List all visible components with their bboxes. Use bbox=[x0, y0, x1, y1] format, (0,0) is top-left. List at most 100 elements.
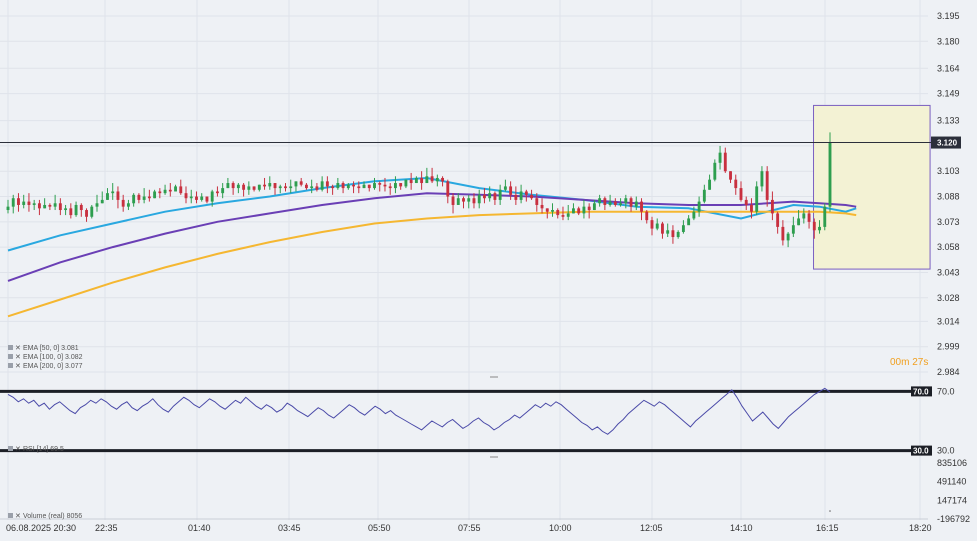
candle bbox=[608, 194, 612, 207]
close-icon[interactable]: ✕ bbox=[15, 363, 21, 370]
candle bbox=[32, 199, 36, 211]
candle-body bbox=[723, 152, 727, 172]
close-icon[interactable]: ✕ bbox=[15, 513, 21, 520]
candle-body bbox=[598, 198, 602, 204]
candle bbox=[278, 184, 282, 194]
candle-body bbox=[519, 191, 523, 200]
close-icon[interactable]: ✕ bbox=[15, 345, 21, 352]
close-icon[interactable]: ✕ bbox=[15, 446, 21, 453]
candle-body bbox=[27, 201, 31, 205]
legend-ema200[interactable]: ✕ EMA [200, 0] 3.077 bbox=[8, 363, 83, 370]
candle bbox=[179, 179, 183, 195]
candle bbox=[791, 216, 795, 238]
menu-icon[interactable] bbox=[8, 354, 13, 359]
volume-tick-label: 835106 bbox=[937, 458, 967, 468]
candle bbox=[74, 201, 78, 217]
price-tick-label: 3.088 bbox=[937, 192, 960, 202]
candle-body bbox=[498, 189, 502, 200]
ema-line-0 bbox=[7, 176, 857, 252]
candle-body bbox=[655, 223, 659, 229]
candle bbox=[336, 177, 340, 190]
candle bbox=[750, 198, 753, 219]
candle bbox=[90, 204, 94, 219]
candle bbox=[587, 203, 591, 219]
candle bbox=[802, 208, 806, 224]
candle bbox=[404, 179, 408, 189]
legend-ema100[interactable]: ✕ EMA [100, 0] 3.082 bbox=[8, 354, 83, 361]
candle bbox=[697, 196, 701, 217]
candle-body bbox=[556, 210, 560, 216]
selection-rectangle[interactable] bbox=[813, 104, 931, 270]
menu-icon[interactable] bbox=[8, 513, 13, 518]
candle-body bbox=[121, 199, 125, 207]
menu-icon[interactable] bbox=[8, 345, 13, 350]
candle bbox=[100, 191, 104, 204]
price-tick-label: 3.028 bbox=[937, 293, 960, 303]
candle bbox=[818, 220, 821, 234]
candle-body bbox=[284, 186, 287, 189]
candle bbox=[561, 206, 565, 221]
candle bbox=[671, 225, 675, 244]
candle bbox=[116, 186, 120, 209]
candle-body bbox=[252, 186, 256, 190]
candle bbox=[451, 193, 455, 214]
close-icon[interactable]: ✕ bbox=[15, 354, 21, 361]
menu-icon[interactable] bbox=[8, 446, 13, 451]
candle-body bbox=[435, 177, 439, 182]
candle bbox=[299, 177, 303, 187]
legend-label: EMA [50, 0] 3.081 bbox=[23, 345, 79, 352]
candle-body bbox=[137, 194, 141, 200]
candle bbox=[310, 179, 314, 194]
candle bbox=[257, 184, 261, 192]
highlight-box[interactable] bbox=[813, 104, 931, 270]
candle-body bbox=[58, 203, 62, 211]
candle-body bbox=[509, 186, 513, 195]
candle bbox=[603, 196, 607, 211]
candle bbox=[252, 186, 256, 192]
candle-body bbox=[451, 196, 455, 205]
rsi-level-badge bbox=[911, 386, 932, 397]
candle bbox=[399, 183, 403, 190]
candle-body bbox=[383, 184, 387, 187]
candle-body bbox=[755, 186, 759, 212]
candle bbox=[247, 181, 251, 195]
candle bbox=[294, 181, 298, 192]
candle-body bbox=[215, 191, 219, 194]
candle-body bbox=[545, 208, 549, 212]
candle-body bbox=[367, 184, 371, 189]
rsi-level-badge bbox=[911, 445, 932, 456]
candle-body bbox=[524, 191, 528, 195]
candle-body bbox=[797, 218, 801, 226]
candle bbox=[346, 183, 350, 190]
candle-body bbox=[221, 188, 225, 194]
candle bbox=[676, 230, 680, 239]
candle bbox=[430, 167, 434, 184]
candle-body bbox=[32, 203, 36, 205]
candle bbox=[812, 218, 816, 239]
ema-line-2 bbox=[7, 210, 857, 318]
rsi-tick-label: 30.0 bbox=[937, 446, 955, 456]
candle bbox=[467, 194, 471, 209]
candle bbox=[807, 210, 811, 229]
candle-body bbox=[818, 226, 821, 231]
candle-body bbox=[681, 225, 685, 232]
candle-body bbox=[744, 199, 748, 205]
candle-body bbox=[613, 201, 617, 205]
time-tick-label: 16:15 bbox=[816, 523, 839, 533]
legend-ema50[interactable]: ✕ EMA [50, 0] 3.081 bbox=[8, 345, 79, 352]
candle-body bbox=[687, 218, 691, 226]
candle-body bbox=[242, 184, 246, 190]
legend-rsi[interactable]: ✕ RSI [14] 69.5 bbox=[8, 446, 64, 453]
candle bbox=[132, 193, 136, 207]
candle-body bbox=[671, 230, 675, 238]
legend-volume[interactable]: ✕ Volume (real) 8056 bbox=[8, 513, 82, 520]
candle-body bbox=[823, 206, 827, 227]
menu-icon[interactable] bbox=[8, 363, 13, 368]
price-tick-label: 3.164 bbox=[937, 63, 960, 73]
price-tick-label: 3.133 bbox=[937, 116, 960, 126]
price-badge-bg bbox=[931, 136, 961, 149]
candle-body bbox=[739, 188, 743, 200]
candle-body bbox=[310, 186, 314, 189]
